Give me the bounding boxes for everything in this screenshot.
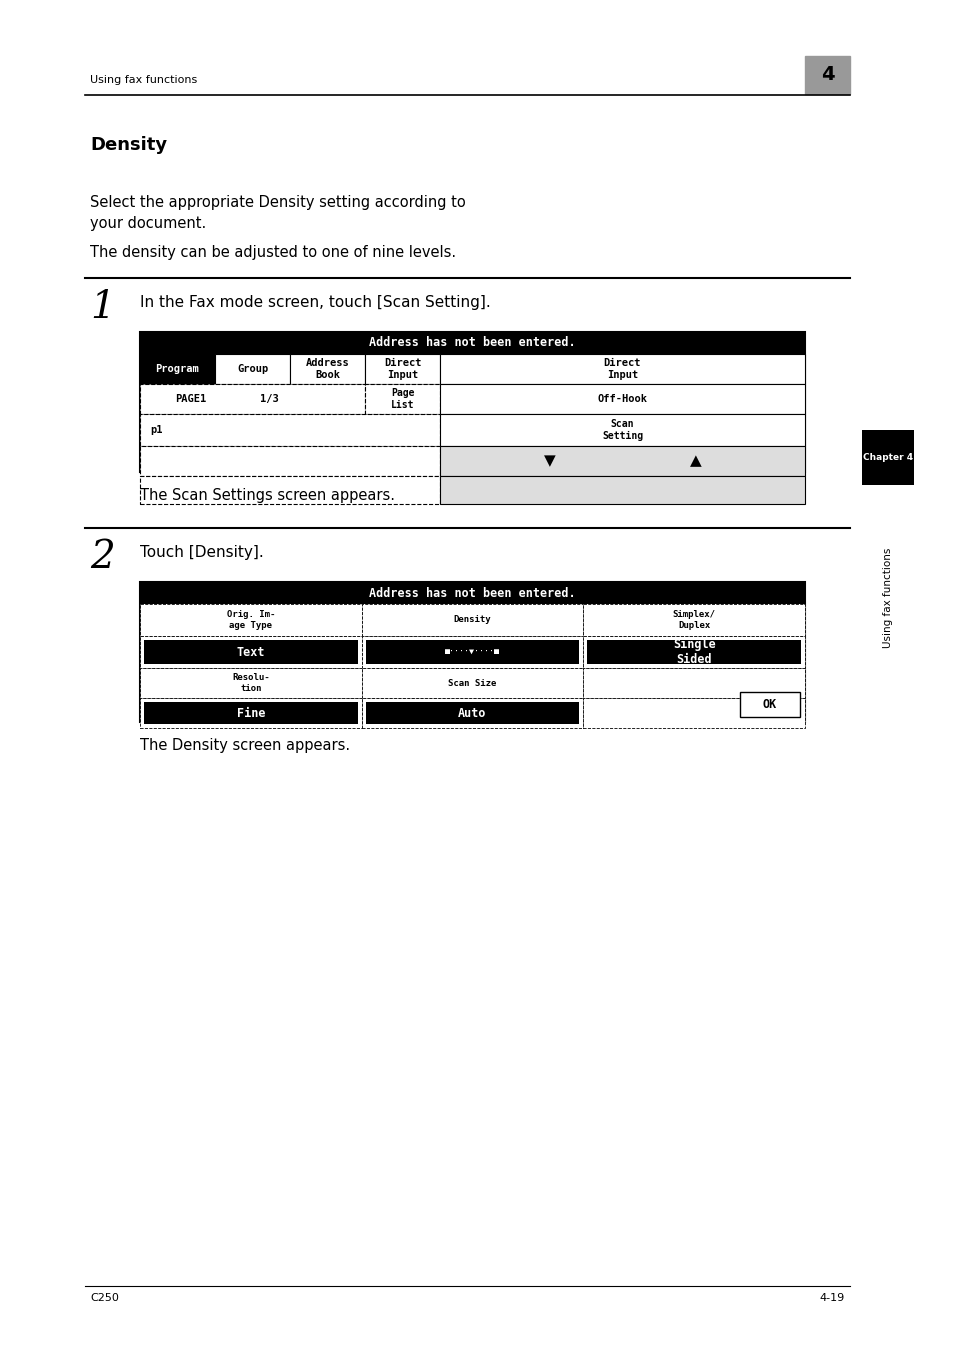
Bar	[140, 446, 439, 477]
Text: The Scan Settings screen appears.: The Scan Settings screen appears.	[140, 487, 395, 504]
Text: Touch [Density].: Touch [Density].	[140, 544, 263, 559]
Bar	[361, 603, 582, 636]
Text: Scan
Setting: Scan Setting	[601, 420, 642, 441]
Bar	[140, 603, 361, 636]
Bar	[140, 414, 439, 446]
Bar	[582, 636, 804, 668]
Text: ■····▼····■: ■····▼····■	[444, 648, 499, 656]
Text: 4: 4	[821, 66, 834, 85]
Bar	[365, 702, 578, 724]
Text: The Density screen appears.: The Density screen appears.	[140, 738, 350, 753]
Bar	[140, 383, 365, 414]
Bar	[587, 640, 801, 664]
Text: Address has not been entered.: Address has not been entered.	[369, 336, 576, 350]
Text: Address has not been entered.: Address has not been entered.	[369, 586, 576, 599]
Bar	[140, 354, 214, 383]
Text: 1/3: 1/3	[260, 394, 278, 404]
Text: 1: 1	[91, 289, 115, 327]
Text: Direct
Input: Direct Input	[383, 358, 421, 379]
Text: Address
Book: Address Book	[305, 358, 349, 379]
Bar	[140, 332, 804, 472]
Text: Single
Sided: Single Sided	[672, 639, 715, 666]
Text: In the Fax mode screen, touch [Scan Setting].: In the Fax mode screen, touch [Scan Sett…	[140, 294, 490, 309]
Bar	[140, 332, 804, 354]
Bar	[290, 354, 365, 383]
Text: The density can be adjusted to one of nine levels.: The density can be adjusted to one of ni…	[90, 244, 456, 261]
Bar	[439, 383, 804, 414]
Text: ▲: ▲	[689, 454, 700, 468]
Bar	[862, 431, 913, 485]
Bar	[740, 693, 800, 717]
Bar	[439, 354, 804, 383]
Text: Off-Hook: Off-Hook	[597, 394, 647, 404]
Bar	[361, 668, 582, 698]
Bar	[140, 582, 804, 722]
Text: Direct
Input: Direct Input	[603, 358, 640, 379]
Bar	[582, 668, 804, 698]
Text: Using fax functions: Using fax functions	[882, 547, 892, 648]
FancyBboxPatch shape	[804, 55, 849, 94]
Bar	[439, 477, 804, 504]
Bar	[140, 668, 361, 698]
Bar	[140, 477, 439, 504]
Bar	[439, 446, 804, 477]
Bar	[365, 640, 578, 664]
Text: Orig. Im-
age Type: Orig. Im- age Type	[227, 610, 274, 629]
Text: 4-19: 4-19	[819, 1293, 844, 1303]
Text: Group: Group	[236, 364, 268, 374]
Bar	[361, 698, 582, 728]
Bar	[361, 636, 582, 668]
Text: Auto: Auto	[457, 706, 486, 720]
Text: Resolu-
tion: Resolu- tion	[232, 674, 270, 693]
Text: Fine: Fine	[236, 706, 265, 720]
Bar	[144, 640, 357, 664]
Bar	[439, 414, 804, 446]
Text: Scan Size: Scan Size	[448, 679, 497, 687]
Text: PAGE1: PAGE1	[174, 394, 206, 404]
Text: Chapter 4: Chapter 4	[862, 454, 912, 462]
Bar	[140, 698, 361, 728]
Text: Page
List: Page List	[391, 389, 414, 410]
Bar	[365, 383, 439, 414]
Text: OK: OK	[762, 698, 777, 711]
Bar	[140, 636, 361, 668]
Text: Using fax functions: Using fax functions	[90, 76, 197, 85]
Text: Select the appropriate Density setting according to
your document.: Select the appropriate Density setting a…	[90, 194, 465, 231]
Text: C250: C250	[90, 1293, 119, 1303]
Text: Density: Density	[90, 136, 167, 154]
Text: 2: 2	[91, 540, 115, 576]
Bar	[582, 698, 804, 728]
Bar	[214, 354, 290, 383]
Text: Text: Text	[236, 645, 265, 659]
Text: p1: p1	[150, 425, 162, 435]
Text: Program: Program	[155, 364, 199, 374]
Bar	[144, 702, 357, 724]
Text: Simplex/
Duplex: Simplex/ Duplex	[672, 610, 715, 629]
Bar	[140, 582, 804, 603]
Bar	[582, 603, 804, 636]
Text: Density: Density	[454, 616, 491, 625]
Text: ▼: ▼	[543, 454, 555, 468]
Bar	[365, 354, 439, 383]
